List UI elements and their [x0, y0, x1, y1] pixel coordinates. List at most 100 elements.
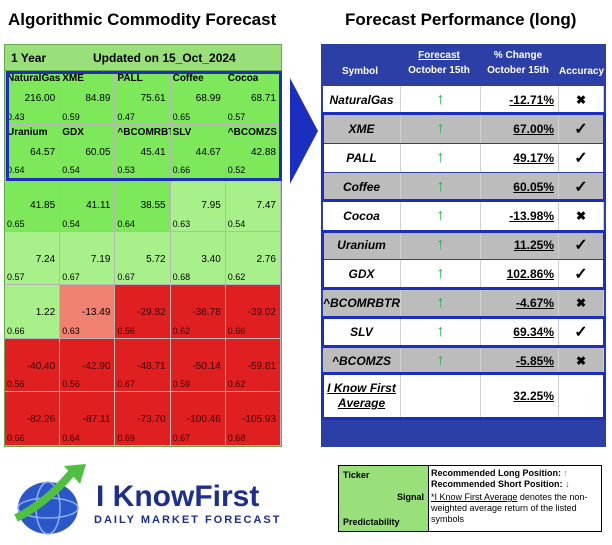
cell-value: 1.22 [35, 307, 56, 319]
arrow-up-icon: ↑ [436, 352, 445, 369]
arrow-up-icon: ↑ [436, 91, 445, 108]
legend-ticker: Ticker [343, 470, 370, 480]
cell-symbol: NaturalGas [7, 73, 61, 84]
cell-value: 68.71 [250, 93, 276, 104]
heatmap-cell: -82.26 0.66 [5, 392, 61, 446]
legend-signal: Signal [396, 492, 424, 502]
cell-predictability: 0.66 [227, 325, 246, 336]
cell-predictability: 0.68 [227, 433, 246, 443]
cross-icon: ✖ [559, 289, 604, 317]
arrow-up-icon: ↑ [436, 265, 445, 282]
cell-predictability: 0.62 [227, 272, 246, 283]
cell-predictability: 0.64 [62, 433, 80, 443]
cell-value: 41.85 [30, 200, 56, 212]
cell-predictability: 0.65 [7, 218, 25, 229]
cell-value: -29.82 [137, 307, 166, 319]
row-change: 102.86% [481, 260, 559, 288]
cell-predictability: 0.64 [7, 165, 25, 176]
cell-value: 68.99 [195, 93, 221, 104]
cell-value: -42.90 [82, 360, 111, 372]
cell-predictability: 0.62 [227, 379, 246, 390]
heatmap-cell: 7.24 0.57 [5, 231, 61, 286]
globe-logo-icon [14, 464, 86, 535]
row-forecast: ↑ [401, 115, 481, 143]
cell-predictability: 0.54 [62, 165, 80, 176]
heatmap-cell: ^BCOMRBTR 45.41 0.53 [115, 124, 171, 179]
brand-tagline: DAILY MARKET FORECAST [94, 514, 282, 526]
average-label: I Know First Average [323, 374, 401, 418]
row-symbol: XME [323, 115, 401, 143]
cell-predictability: 0.52 [227, 165, 246, 176]
heatmap-cell: 7.47 0.54 [225, 178, 281, 232]
cell-value: -105.93 [242, 414, 276, 426]
cell-predictability: 0.56 [117, 325, 135, 336]
cell-predictability: 0.53 [117, 165, 135, 176]
performance-row: XME ↑ 67.00% ✓ [323, 115, 604, 143]
cell-predictability: 0.66 [172, 165, 191, 176]
performance-row: PALL ↑ 49.17% ✓ [323, 144, 604, 172]
legend-cell-sample: Ticker Signal Predictability [339, 466, 429, 531]
cell-symbol: ^BCOMRBTR [117, 126, 171, 138]
cell-value: -13.49 [82, 307, 111, 319]
arrow-up-icon: ↑ [436, 120, 445, 137]
heatmap-cell: 41.11 0.54 [60, 178, 116, 232]
header-symbol: Symbol [341, 66, 379, 77]
row-change: 60.05% [481, 173, 559, 201]
header-change: % Change October 15th [487, 50, 549, 76]
cell-symbol: PALL [117, 73, 143, 84]
performance-row: Uranium ↑ 11.25% ✓ [323, 231, 604, 259]
cell-value: 64.57 [30, 146, 56, 158]
performance-header: Symbol Forecast October 15th % Change Oc… [321, 44, 606, 84]
row-forecast: ↑ [401, 289, 481, 317]
brand-name: I KnowFirst [96, 480, 260, 513]
cell-value: -48.71 [137, 360, 166, 372]
arrow-right-icon [290, 78, 318, 184]
heatmap-cell: 7.19 0.67 [60, 231, 116, 286]
period-label: 1 Year [11, 51, 47, 65]
heatmap-cell: ^BCOMZS 42.88 0.52 [225, 124, 281, 179]
header-forecast: Forecast October 15th [408, 50, 470, 76]
updated-label: Updated on 15_Oct_2024 [93, 51, 236, 65]
cell-predictability: 0.67 [172, 433, 191, 443]
row-symbol: GDX [323, 260, 401, 288]
legend-short: Recommended Short Position: [431, 479, 563, 489]
row-forecast: ↑ [401, 144, 481, 172]
row-change: 67.00% [481, 115, 559, 143]
legend-average-link: *I Know First Average [431, 492, 518, 502]
cell-predictability: 0.56 [7, 379, 25, 390]
heatmap-cell: -36.78 0.62 [170, 285, 226, 339]
cell-value: -82.26 [26, 414, 56, 426]
arrow-up-icon: ↑ [436, 178, 445, 195]
row-symbol: Coffee [323, 173, 401, 201]
cell-value: 41.11 [86, 200, 111, 212]
cell-predictability: 0.64 [117, 218, 135, 229]
cross-icon: ✖ [559, 86, 604, 114]
row-change: 49.17% [481, 144, 559, 172]
row-symbol: SLV [323, 318, 401, 346]
cell-value: 7.95 [201, 200, 221, 212]
cell-predictability: 0.59 [62, 111, 80, 122]
heatmap-cell: -39.02 0.66 [225, 285, 281, 339]
cell-predictability: 0.63 [62, 325, 80, 336]
heatmap-cell: XME 84.89 0.59 [60, 71, 116, 125]
cell-value: -50.14 [192, 360, 221, 372]
heatmap-cell: NaturalGas 216.00 0.43 [5, 71, 60, 125]
cell-value: -73.70 [137, 414, 166, 426]
cell-value: 7.47 [256, 200, 276, 212]
legend-long: Recommended Long Position: [431, 468, 562, 478]
heatmap-cell: 2.76 0.62 [225, 231, 281, 286]
cell-value: -87.11 [82, 414, 111, 426]
forecast-title: Algorithmic Commodity Forecast [8, 10, 277, 29]
cell-value: 7.19 [90, 253, 111, 265]
cell-symbol: Cocoa [227, 73, 259, 84]
heatmap-cell: -29.82 0.56 [115, 285, 171, 339]
heatmap-cell: 38.55 0.64 [115, 178, 171, 232]
cell-value: 5.72 [146, 253, 166, 265]
heatmap-cell: -59.81 0.62 [225, 338, 281, 393]
cell-predictability: 0.57 [227, 111, 246, 122]
row-change: -12.71% [481, 86, 559, 114]
cell-value: 7.24 [35, 253, 56, 265]
heatmap-cell: -50.14 0.59 [170, 338, 226, 393]
cross-icon: ✖ [559, 202, 604, 230]
check-icon: ✓ [559, 115, 604, 143]
